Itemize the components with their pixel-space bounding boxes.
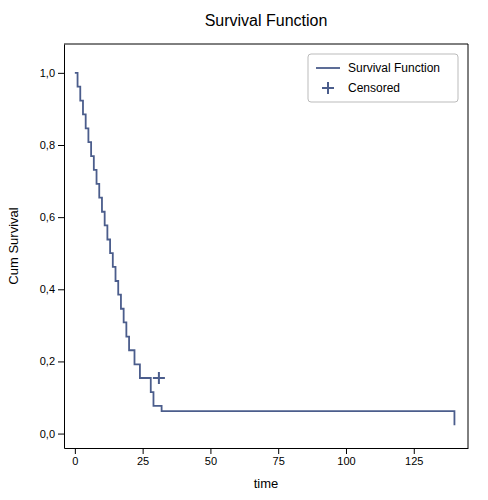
tick-mark [58, 361, 64, 362]
legend-label: Survival Function [348, 61, 440, 75]
x-axis: 0 25 50 75 100 125 [65, 448, 469, 467]
tick-mark [58, 217, 64, 218]
tick-label: 0,2 [40, 355, 55, 367]
tick: 75 [273, 448, 285, 467]
tick-mark [414, 448, 415, 454]
tick-label: 100 [337, 455, 355, 467]
tick-label: 50 [205, 455, 217, 467]
tick-label: 0,8 [40, 139, 55, 151]
tick-mark [143, 448, 144, 454]
legend: Survival Function Censored [308, 54, 458, 102]
tick: 0,0 [40, 428, 64, 440]
tick: 0,4 [40, 283, 64, 295]
tick: 25 [137, 448, 149, 467]
legend-swatch [316, 67, 340, 69]
tick-label: 0,4 [40, 283, 55, 295]
tick-label: 25 [137, 455, 149, 467]
legend-swatch [322, 82, 334, 94]
tick: 125 [405, 448, 423, 467]
tick: 0,6 [40, 211, 64, 223]
x-axis-label: time [254, 476, 279, 491]
tick-mark [58, 145, 64, 146]
censored-mark [153, 372, 165, 384]
tick-label: 0 [72, 455, 78, 467]
tick: 0,8 [40, 139, 64, 151]
y-axis: 0,0 0,2 0,4 0,6 0,8 1,0 [40, 45, 65, 449]
tick-label: 1,0 [40, 67, 55, 79]
tick: 0,2 [40, 355, 64, 367]
tick-mark [58, 434, 64, 435]
tick-mark [210, 448, 211, 454]
legend-item: Survival Function [316, 61, 440, 75]
tick-mark [346, 448, 347, 454]
marks [75, 73, 455, 425]
y-axis-label: Cum Survival [6, 207, 21, 284]
axis-line [65, 448, 469, 449]
tick: 50 [205, 448, 217, 467]
title: Survival Function [205, 12, 328, 29]
tick-label: 0,6 [40, 211, 55, 223]
plot: 0 25 50 75 100 125 0,0 0,2 0,4 0,6 0,8 1,0 Survival … [40, 44, 469, 467]
tick: 1,0 [40, 67, 64, 79]
tick: 0 [72, 448, 78, 467]
tick-mark [75, 448, 76, 454]
tick-label: 125 [405, 455, 423, 467]
legend-item: Censored [322, 81, 400, 95]
chart: 0 25 50 75 100 125 0,0 0,2 0,4 0,6 0,8 1,0 Survival … [0, 0, 488, 500]
tick-mark [58, 73, 64, 74]
axis-line [64, 45, 65, 449]
tick-mark [278, 448, 279, 454]
legend-box [308, 54, 458, 102]
tick-label: 75 [273, 455, 285, 467]
tick-mark [58, 289, 64, 290]
survival-line [75, 73, 455, 425]
tick-label: 0,0 [40, 428, 55, 440]
frame [468, 44, 469, 448]
legend-label: Censored [348, 81, 400, 95]
tick: 100 [337, 448, 355, 467]
frame [64, 44, 468, 45]
chart-container: 0 25 50 75 100 125 0,0 0,2 0,4 0,6 0,8 1,0 Survival … [0, 0, 488, 500]
